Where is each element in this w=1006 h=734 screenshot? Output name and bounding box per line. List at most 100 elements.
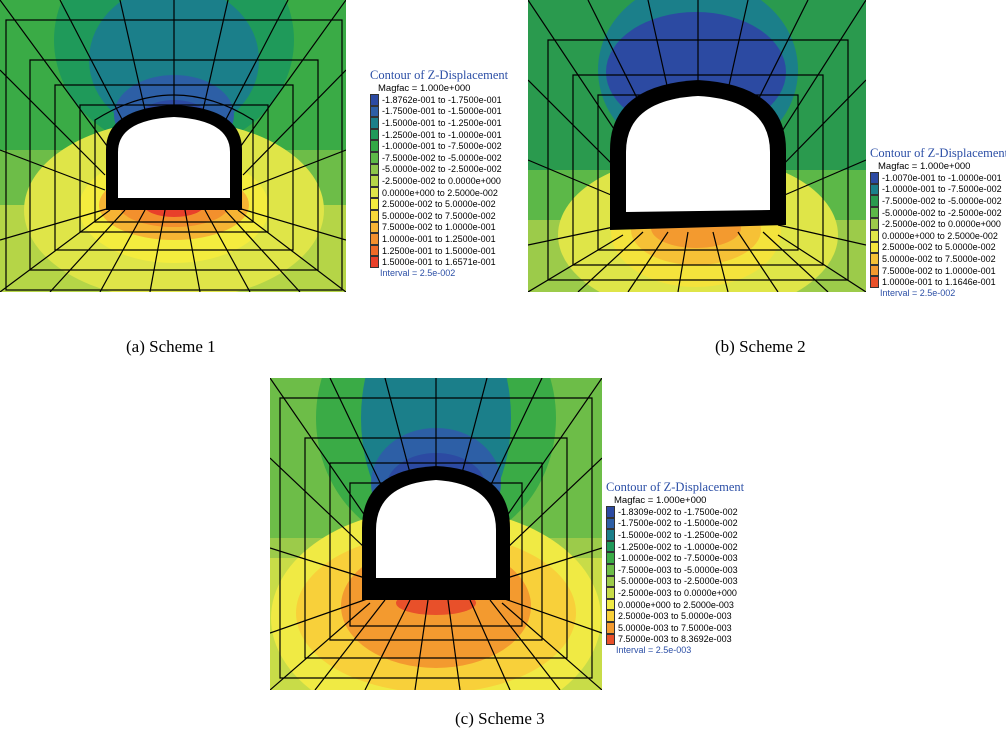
legend-item-label: -2.5000e-002 to 0.0000e+000 xyxy=(382,175,501,186)
legend-item-label: -1.8309e-002 to -1.7500e-002 xyxy=(618,506,738,517)
legend-item-label: -5.0000e-002 to -2.5000e-002 xyxy=(882,207,1002,218)
legend-interval: Interval = 2.5e-003 xyxy=(616,645,692,656)
legend-items: -1.0070e-001 to -1.0000e-001 -1.0000e-001… xyxy=(870,172,1006,288)
legend-item-label: -7.5000e-002 to -5.0000e-002 xyxy=(882,195,1002,206)
legend-magfac: Magfac = 1.000e+000 xyxy=(378,83,471,94)
legend-item: 0.0000e+000 to 2.5000e-002 xyxy=(870,229,1006,242)
legend-swatch xyxy=(870,172,879,184)
legend-item: -1.8762e-001 to -1.7500e-001 xyxy=(370,94,508,106)
legend-item: -2.5000e-002 to 0.0000e+000 xyxy=(370,175,508,187)
legend-item: -1.7500e-002 to -1.5000e-002 xyxy=(606,517,744,530)
legend-swatch xyxy=(370,117,379,129)
legend-item: 1.2500e-001 to 1.5000e-001 xyxy=(370,244,508,257)
legend-item-label: -7.5000e-002 to -5.0000e-002 xyxy=(382,152,502,163)
legend-item-label: -1.7500e-001 to -1.5000e-001 xyxy=(382,106,502,117)
legend-item: -7.5000e-003 to -5.0000e-003 xyxy=(606,563,744,576)
legend-swatch xyxy=(606,563,615,576)
legend-swatch xyxy=(606,529,615,541)
legend-swatch xyxy=(606,506,615,518)
legend-swatch xyxy=(606,552,615,564)
legend-item: 7.5000e-002 to 1.0000e-001 xyxy=(870,264,1006,277)
legend-item-label: 7.5000e-003 to 8.3692e-003 xyxy=(618,634,732,645)
legend-item-label: 1.5000e-001 to 1.6571e-001 xyxy=(382,257,496,268)
legend-item: 2.5000e-002 to 5.0000e-002 xyxy=(870,241,1006,254)
legend-item: 5.0000e-002 to 7.5000e-002 xyxy=(870,253,1006,265)
legend-item-label: -1.0000e-001 to -7.5000e-002 xyxy=(882,184,1002,195)
legend-swatch xyxy=(606,587,615,599)
legend-item: -5.0000e-002 to -2.5000e-002 xyxy=(870,206,1006,219)
legend-item: 1.0000e-001 to 1.2500e-001 xyxy=(370,233,508,245)
legend-item: -1.5000e-001 to -1.2500e-001 xyxy=(370,117,508,129)
legend-item: 1.0000e-001 to 1.1646e-001 xyxy=(870,276,1006,288)
legend-item-label: 2.5000e-003 to 5.0000e-003 xyxy=(618,611,732,622)
legend-swatch xyxy=(370,105,379,118)
legend-swatch xyxy=(870,195,879,207)
legend-item-label: -1.0000e-001 to -7.5000e-002 xyxy=(382,141,502,152)
legend-title: Contour of Z-Displacement xyxy=(370,68,509,82)
legend-swatch xyxy=(606,540,615,553)
legend-item-label: -7.5000e-003 to -5.0000e-003 xyxy=(618,564,738,575)
legend-swatch xyxy=(370,233,379,245)
legend-swatch xyxy=(370,198,379,210)
legend-magfac: Magfac = 1.000e+000 xyxy=(614,495,707,506)
scheme-2-caption: (b) Scheme 2 xyxy=(715,337,806,356)
legend-item: -1.2500e-001 to -1.0000e-001 xyxy=(370,128,508,141)
legend-item: 0.0000e+000 to 2.5000e-002 xyxy=(370,186,508,199)
legend-item-label: 1.0000e-001 to 1.1646e-001 xyxy=(882,277,996,288)
legend-item-label: -5.0000e-002 to -2.5000e-002 xyxy=(382,164,502,175)
legend-swatch xyxy=(370,140,379,152)
legend-item-label: 0.0000e+000 to 2.5000e-002 xyxy=(882,230,998,241)
legend-swatch xyxy=(606,633,615,646)
legend-interval: Interval = 2.5e-002 xyxy=(880,287,956,298)
legend-swatch xyxy=(606,610,615,622)
legend-item: -2.5000e-002 to 0.0000e+000 xyxy=(870,218,1006,230)
legend-item-label: 7.5000e-002 to 1.0000e-001 xyxy=(882,265,996,276)
legend-item: 5.0000e-003 to 7.5000e-003 xyxy=(606,621,744,634)
legend-item: -5.0000e-002 to -2.5000e-002 xyxy=(370,163,508,176)
legend-item-label: -2.5000e-003 to 0.0000e+000 xyxy=(618,587,737,598)
legend-items: -1.8309e-002 to -1.7500e-002 -1.7500e-002… xyxy=(606,506,744,646)
legend-item: -1.5000e-002 to -1.2500e-002 xyxy=(606,529,744,541)
legend-item-label: -1.5000e-002 to -1.2500e-002 xyxy=(618,529,738,540)
legend-item: -1.0000e-002 to -7.5000e-003 xyxy=(606,552,744,564)
legend-title: Contour of Z-Displacement xyxy=(606,480,745,494)
legend-item-label: -1.2500e-002 to -1.0000e-002 xyxy=(618,541,738,552)
legend-item-label: -2.5000e-002 to 0.0000e+000 xyxy=(882,219,1001,230)
legend-item: -1.2500e-002 to -1.0000e-002 xyxy=(606,540,744,553)
legend-swatch xyxy=(870,241,879,254)
legend-item-label: -1.8762e-001 to -1.7500e-001 xyxy=(382,94,502,105)
legend-item-label: 1.2500e-001 to 1.5000e-001 xyxy=(382,245,496,256)
legend-swatch xyxy=(370,175,379,187)
legend-item-label: 0.0000e+000 to 2.5000e-003 xyxy=(618,599,734,610)
legend-interval: Interval = 2.5e-002 xyxy=(380,267,456,278)
legend-item: 1.5000e-001 to 1.6571e-001 xyxy=(370,256,508,268)
legend-item: -1.8309e-002 to -1.7500e-002 xyxy=(606,506,744,518)
legend-swatch xyxy=(370,128,379,141)
legend-item: -1.0000e-001 to -7.5000e-002 xyxy=(870,183,1006,196)
legend-swatch xyxy=(606,575,615,588)
legend-swatch xyxy=(370,186,379,199)
legend-swatch xyxy=(370,151,379,164)
legend-swatch xyxy=(870,206,879,219)
scheme-1-caption: (a) Scheme 1 xyxy=(126,337,216,356)
legend-magfac: Magfac = 1.000e+000 xyxy=(878,161,971,172)
legend-swatch xyxy=(370,209,379,222)
legend-swatch xyxy=(370,256,379,268)
legend-item: 2.5000e-003 to 5.0000e-003 xyxy=(606,610,744,622)
legend-item: -1.0070e-001 to -1.0000e-001 xyxy=(870,172,1006,184)
legend-item: -7.5000e-002 to -5.0000e-002 xyxy=(370,151,508,164)
legend-item: -1.7500e-001 to -1.5000e-001 xyxy=(370,105,508,118)
legend-item: -1.0000e-001 to -7.5000e-002 xyxy=(370,140,508,152)
legend-item-label: -1.7500e-002 to -1.5000e-002 xyxy=(618,518,738,529)
legend-item: 7.5000e-002 to 1.0000e-001 xyxy=(370,221,508,234)
scheme-2-legend: Contour of Z-Displacement Magfac = 1.000… xyxy=(870,146,1006,298)
legend-swatch xyxy=(606,621,615,634)
scheme-3-legend: Contour of Z-Displacement Magfac = 1.000… xyxy=(606,480,744,655)
legend-item: -2.5000e-003 to 0.0000e+000 xyxy=(606,587,744,599)
legend-swatch xyxy=(870,264,879,277)
scheme-2-contour-plot xyxy=(528,0,866,292)
legend-swatch xyxy=(606,598,615,611)
legend-swatch xyxy=(870,276,879,288)
legend-item-label: 0.0000e+000 to 2.5000e-002 xyxy=(382,187,498,198)
legend-swatch xyxy=(870,253,879,265)
